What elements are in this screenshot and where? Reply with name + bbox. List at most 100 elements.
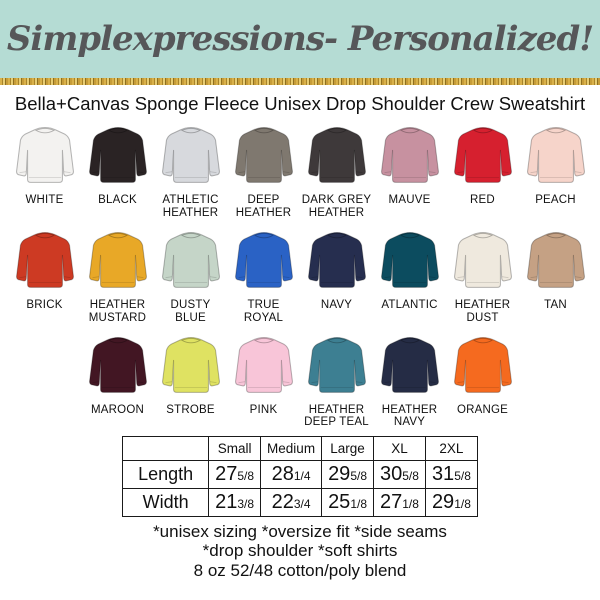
- size-value-whole: 30: [380, 463, 403, 486]
- color-name-label: PEACH: [535, 194, 576, 206]
- color-name-label: DEEP HEATHER: [235, 194, 292, 219]
- sweatshirt-icon: [234, 336, 293, 393]
- color-name-label: DARK GREY HEATHER: [301, 194, 372, 219]
- size-value-fraction: 1/8: [402, 497, 419, 512]
- sweatshirt-icon: [88, 126, 147, 183]
- color-swatch-heather-dust: HEATHER DUST: [446, 227, 519, 325]
- size-corner-cell: [122, 436, 210, 462]
- size-value-whole: 31: [431, 463, 455, 486]
- color-name-label: HEATHER NAVY: [381, 403, 438, 429]
- color-swatch-white: WHITE: [8, 122, 81, 220]
- sweatshirt-icon: [161, 126, 220, 183]
- sweatshirt-icon: [307, 126, 366, 183]
- size-value-whole: 27: [215, 463, 238, 486]
- size-column-header: 2XL: [424, 436, 478, 462]
- product-title: Bella+Canvas Sponge Fleece Unisex Drop S…: [14, 93, 586, 114]
- sweatshirt-icon: [526, 231, 585, 288]
- color-name-label: MAROON: [91, 403, 144, 416]
- color-name-label: HEATHER DUST: [454, 298, 511, 324]
- size-value-fraction: 5/8: [402, 469, 419, 484]
- size-value-whole: 29: [328, 463, 351, 486]
- footer-line-3: 8 oz 52/48 cotton/poly blend: [193, 560, 407, 580]
- color-name-label: ATHLETIC HEATHER: [162, 194, 219, 219]
- color-row: BRICK HEATHER MUSTARD DUSTY BLUE TRUE ROYAL…: [0, 227, 600, 325]
- size-column-header: Medium: [260, 436, 323, 462]
- color-swatch-deep-heather: DEEP HEATHER: [227, 122, 300, 220]
- footer-line-2: *drop shoulder *soft shirts: [202, 541, 398, 561]
- measurement-label: Width: [122, 488, 210, 518]
- size-value-cell: 223/4: [260, 488, 323, 518]
- size-value-whole: 28: [271, 463, 294, 486]
- sweatshirt-icon: [453, 336, 512, 393]
- color-swatch-navy: NAVY: [300, 227, 373, 325]
- color-swatch-atlantic: ATLANTIC: [373, 227, 446, 325]
- color-swatch-peach: PEACH: [519, 122, 592, 220]
- size-data-row: Width 213/8 223/4 251/8 271/8 291/8: [122, 488, 478, 518]
- sweatshirt-icon: [380, 126, 439, 183]
- color-swatch-strobe: STROBE: [154, 332, 227, 430]
- color-row: WHITE BLACK ATHLETIC HEATHER DEEP HEATHER DA…: [0, 122, 600, 220]
- size-value-cell: 271/8: [373, 488, 426, 518]
- color-name-label: WHITE: [25, 194, 64, 206]
- sweatshirt-icon: [307, 336, 366, 393]
- size-value-fraction: 3/8: [237, 497, 255, 512]
- color-name-label: TRUE ROYAL: [243, 298, 284, 324]
- sweatshirt-icon: [88, 231, 147, 288]
- size-value-cell: 275/8: [208, 460, 262, 490]
- color-swatch-tan: TAN: [519, 227, 592, 325]
- color-swatch-heather-navy: HEATHER NAVY: [373, 332, 446, 430]
- footer-notes: *unisex sizing *oversize fit *side seams…: [0, 522, 600, 580]
- color-swatch-true-royal: TRUE ROYAL: [227, 227, 300, 325]
- sweatshirt-icon: [380, 336, 439, 393]
- sweatshirt-icon: [526, 126, 585, 183]
- size-column-header: Small: [208, 436, 262, 462]
- color-swatch-mauve: MAUVE: [373, 122, 446, 220]
- size-value-fraction: 5/8: [454, 469, 471, 484]
- size-value-fraction: 5/8: [237, 469, 255, 484]
- color-swatch-pink: PINK: [227, 332, 300, 430]
- color-swatch-maroon: MAROON: [81, 332, 154, 430]
- color-name-label: STROBE: [166, 403, 215, 416]
- footer-line-1: *unisex sizing *oversize fit *side seams: [153, 522, 447, 542]
- sweatshirt-icon: [88, 336, 147, 393]
- color-name-label: TAN: [544, 298, 567, 311]
- color-swatch-athletic-heather: ATHLETIC HEATHER: [154, 122, 227, 220]
- size-value-cell: 315/8: [424, 460, 478, 490]
- size-value-cell: 295/8: [321, 460, 374, 490]
- sweatshirt-icon: [307, 231, 366, 288]
- color-swatch-red: RED: [446, 122, 519, 220]
- color-name-label: MAUVE: [388, 194, 431, 206]
- color-name-label: HEATHER MUSTARD: [88, 298, 147, 324]
- color-name-label: PINK: [249, 403, 278, 416]
- size-data-row: Length 275/8 281/4 295/8 305/8 315/8: [122, 460, 478, 490]
- color-swatch-heather-mustard: HEATHER MUSTARD: [81, 227, 154, 325]
- size-value-whole: 22: [271, 491, 294, 514]
- color-grid: WHITE BLACK ATHLETIC HEATHER DEEP HEATHER DA…: [0, 122, 600, 429]
- size-value-whole: 27: [380, 491, 403, 514]
- color-swatch-orange: ORANGE: [446, 332, 519, 430]
- glitter-divider: [0, 78, 600, 85]
- sweatshirt-icon: [234, 126, 293, 183]
- sweatshirt-icon: [15, 126, 74, 183]
- color-name-label: BRICK: [26, 298, 63, 311]
- sweatshirt-icon: [380, 231, 439, 288]
- size-header-row: Small Medium Large XL 2XL: [122, 436, 478, 462]
- color-name-label: BLACK: [98, 194, 137, 206]
- size-value-cell: 213/8: [208, 488, 262, 518]
- color-swatch-brick: BRICK: [8, 227, 81, 325]
- size-value-cell: 305/8: [373, 460, 426, 490]
- color-swatch-heather-deep-teal: HEATHER DEEP TEAL: [300, 332, 373, 430]
- size-value-fraction: 1/8: [454, 497, 471, 512]
- color-name-label: DUSTY BLUE: [170, 298, 211, 324]
- measurement-label: Length: [122, 460, 210, 490]
- size-value-cell: 291/8: [424, 488, 478, 518]
- size-value-fraction: 3/4: [293, 497, 311, 512]
- sweatshirt-icon: [15, 231, 74, 288]
- size-chart-table: Small Medium Large XL 2XL Length 275/8 281/4 295…: [122, 436, 478, 518]
- size-column-header: Large: [321, 436, 374, 462]
- sweatshirt-icon: [234, 231, 293, 288]
- color-name-label: NAVY: [320, 298, 353, 311]
- size-value-fraction: 1/8: [350, 497, 367, 512]
- color-name-label: ORANGE: [456, 403, 509, 416]
- color-row: MAROON STROBE PINK HEATHER DEEP TEAL HEATHER…: [0, 332, 600, 430]
